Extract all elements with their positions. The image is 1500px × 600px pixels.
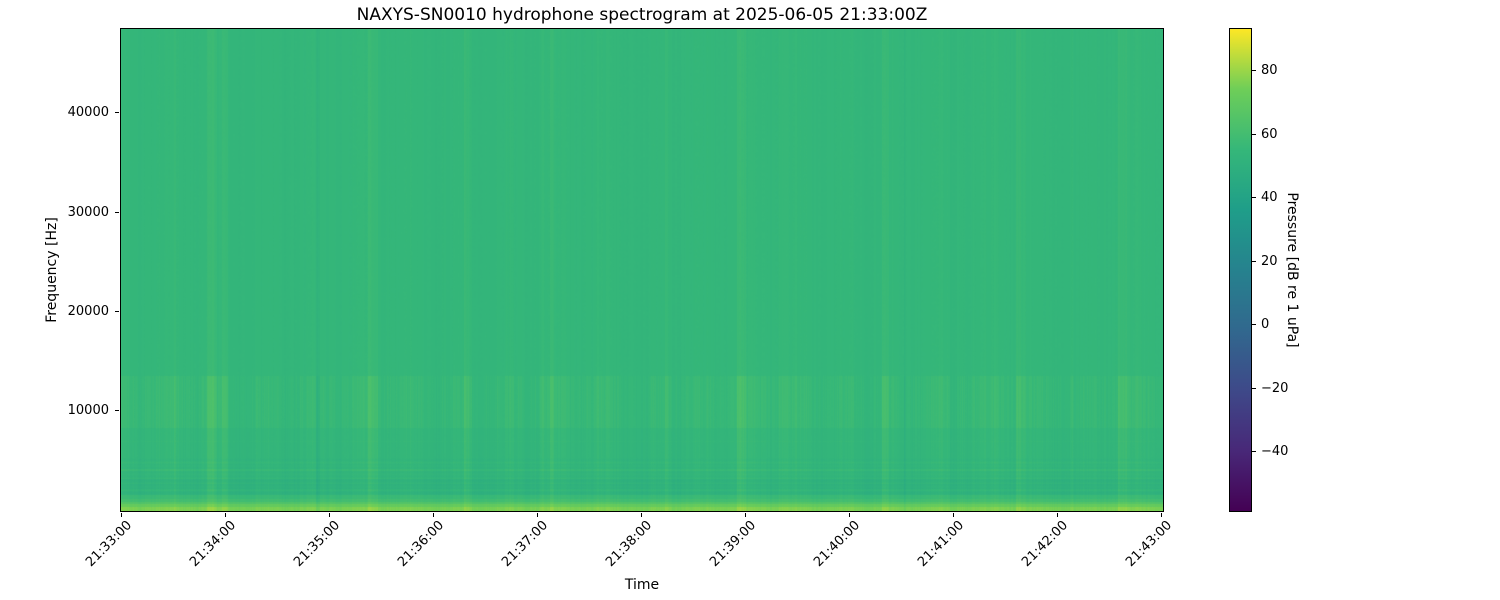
y-tick-label: 10000 (67, 403, 109, 419)
y-tick-label: 40000 (67, 105, 109, 121)
colorbar-tick-label: −20 (1261, 380, 1289, 396)
colorbar-label: Pressure [dB re 1 uPa] (1284, 192, 1300, 348)
colorbar-tick-mark (1252, 387, 1256, 389)
x-tick-label: 21:37:00 (499, 518, 552, 570)
x-tick-mark (1057, 513, 1059, 517)
chart-title: NAXYS-SN0010 hydrophone spectrogram at 2… (356, 5, 928, 25)
x-tick-mark (953, 513, 955, 517)
y-tick-mark (115, 310, 119, 312)
colorbar-tick-mark (1252, 197, 1256, 199)
colorbar-tick-label: 60 (1261, 126, 1278, 142)
spectrogram-plot (120, 28, 1164, 512)
x-tick-label: 21:39:00 (707, 518, 760, 570)
x-tick-label: 21:36:00 (395, 518, 448, 570)
colorbar-tick-mark (1252, 70, 1256, 72)
colorbar-tick-label: −40 (1261, 444, 1289, 460)
y-tick-label: 20000 (67, 303, 109, 319)
x-tick-mark (745, 513, 747, 517)
colorbar-tick-label: 20 (1261, 253, 1278, 269)
x-tick-mark (1161, 513, 1163, 517)
x-axis-label: Time (624, 577, 660, 593)
colorbar (1229, 28, 1252, 512)
colorbar-tick-mark (1252, 260, 1256, 262)
x-tick-mark (121, 513, 123, 517)
colorbar-tick-label: 40 (1261, 190, 1278, 206)
x-tick-label: 21:34:00 (187, 518, 240, 570)
x-tick-mark (329, 513, 331, 517)
x-tick-mark (433, 513, 435, 517)
spectrogram-image (121, 29, 1163, 511)
x-tick-label: 21:33:00 (83, 518, 136, 570)
colorbar-tick-mark (1252, 451, 1256, 453)
x-tick-label: 21:41:00 (915, 518, 968, 570)
colorbar-tick-label: 0 (1261, 317, 1270, 333)
x-tick-mark (225, 513, 227, 517)
y-tick-mark (115, 211, 119, 213)
x-tick-mark (641, 513, 643, 517)
x-tick-mark (537, 513, 539, 517)
y-tick-label: 30000 (67, 204, 109, 220)
x-tick-label: 21:43:00 (1123, 518, 1176, 570)
x-tick-label: 21:42:00 (1019, 518, 1072, 570)
y-tick-mark (115, 112, 119, 114)
x-tick-label: 21:35:00 (291, 518, 344, 570)
colorbar-tick-mark (1252, 133, 1256, 135)
y-tick-mark (115, 410, 119, 412)
x-tick-mark (849, 513, 851, 517)
colorbar-tick-mark (1252, 324, 1256, 326)
x-tick-label: 21:38:00 (603, 518, 656, 570)
colorbar-tick-label: 80 (1261, 63, 1278, 79)
x-tick-label: 21:40:00 (811, 518, 864, 570)
